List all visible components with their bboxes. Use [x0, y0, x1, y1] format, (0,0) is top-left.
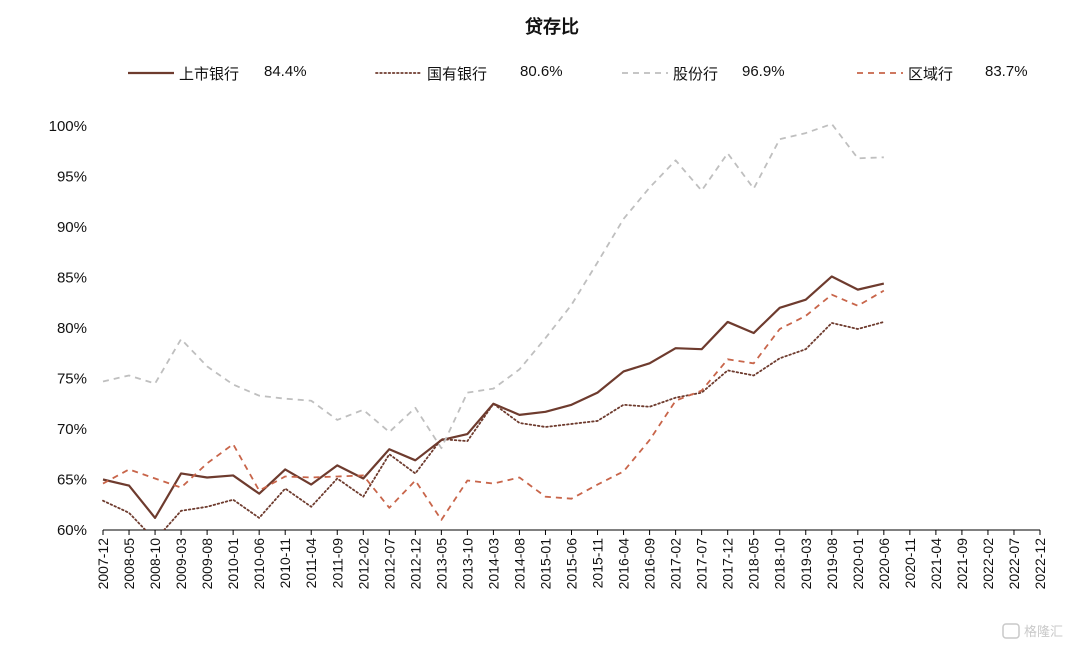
y-tick-label: 90%: [57, 219, 87, 236]
legend-label: 上市银行: [179, 66, 239, 83]
legend-value: 83.7%: [985, 63, 1028, 80]
legend-value: 84.4%: [264, 63, 307, 80]
x-tick-label: 2015-06: [564, 538, 580, 590]
x-tick-label: 2015-01: [537, 538, 553, 590]
x-tick-label: 2013-10: [459, 538, 475, 590]
x-tick-label: 2012-07: [381, 538, 397, 590]
x-tick-label: 2012-02: [355, 538, 371, 590]
x-tick-label: 2021-04: [928, 538, 944, 590]
x-tick-label: 2013-05: [433, 538, 449, 590]
x-tick-label: 2022-02: [980, 538, 996, 590]
y-tick-label: 80%: [57, 320, 87, 337]
x-tick-label: 2010-11: [277, 538, 293, 589]
x-tick-label: 2017-07: [694, 538, 710, 590]
x-tick-label: 2018-05: [746, 538, 762, 590]
y-tick-label: 65%: [57, 472, 87, 489]
x-tick-label: 2020-01: [850, 538, 866, 590]
y-tick-label: 95%: [57, 169, 87, 186]
x-tick-label: 2019-03: [798, 538, 814, 590]
x-tick-label: 2015-11: [590, 538, 606, 589]
x-tick-label: 2008-05: [121, 538, 137, 590]
x-tick-label: 2022-12: [1032, 538, 1048, 590]
y-tick-label: 85%: [57, 270, 87, 287]
x-tick-label: 2014-03: [485, 538, 501, 590]
y-tick-label: 60%: [57, 522, 87, 539]
x-tick-label: 2020-11: [902, 538, 918, 589]
legend-value: 96.9%: [742, 63, 785, 80]
x-tick-label: 2011-04: [303, 538, 319, 589]
x-tick-label: 2019-08: [824, 538, 840, 590]
series-line-2: [102, 124, 884, 450]
chart-title: 贷存比: [525, 16, 579, 37]
x-axis: 2007-12 2008-05 2008-10 2009-03 2009-08 2010-…: [95, 529, 1048, 590]
watermark: 格隆汇: [1002, 623, 1063, 639]
legend-label: 股份行: [673, 66, 718, 83]
legend-value: 80.6%: [520, 63, 563, 80]
x-tick-label: 2014-08: [511, 538, 527, 590]
series-lines: [102, 124, 885, 530]
x-tick-label: 2009-08: [199, 538, 215, 590]
y-tick-label: 75%: [57, 371, 87, 388]
watermark-text: 格隆汇: [1024, 624, 1063, 639]
series-line-1: [102, 321, 885, 530]
x-tick-label: 2016-09: [642, 538, 658, 590]
x-tick-label: 2012-12: [407, 538, 423, 590]
x-tick-label: 2016-04: [616, 538, 632, 590]
x-tick-label: 2010-06: [251, 538, 267, 590]
x-tick-label: 2017-12: [720, 538, 736, 590]
x-tick-label: 2008-10: [147, 538, 163, 590]
x-tick-label: 2010-01: [225, 538, 241, 590]
watermark-logo-icon: [1002, 623, 1020, 639]
y-tick-label: 70%: [57, 421, 87, 438]
legend-label: 区域行: [908, 66, 953, 83]
x-tick-label: 2007-12: [95, 538, 111, 590]
x-tick-label: 2018-10: [772, 538, 788, 590]
legend: 上市银行 84.4% 国有银行 80.6% 股份行 96.9% 区域行 83.7%: [128, 63, 1028, 83]
y-tick-label: 100%: [49, 118, 87, 135]
y-axis: 60% 65% 70% 75% 80% 85% 90% 95% 100%: [49, 118, 87, 539]
x-tick-label: 2009-03: [173, 538, 189, 590]
legend-label: 国有银行: [427, 66, 487, 83]
series-line-0: [102, 275, 885, 519]
x-tick-label: 2011-09: [329, 538, 345, 589]
series-line-3: [102, 289, 885, 521]
x-tick-label: 2021-09: [954, 538, 970, 590]
x-tick-label: 2020-06: [876, 538, 892, 590]
x-tick-label: 2022-07: [1006, 538, 1022, 590]
x-tick-label: 2017-02: [668, 538, 684, 590]
